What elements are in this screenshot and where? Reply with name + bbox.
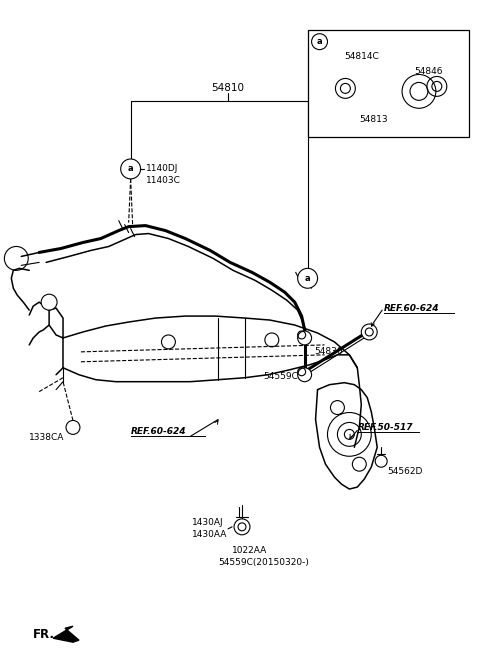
Text: 54813: 54813 [360,115,388,124]
Text: 54810: 54810 [212,83,245,93]
Polygon shape [53,626,79,642]
Text: a: a [317,37,323,46]
Circle shape [312,34,327,50]
Text: REF.50-517: REF.50-517 [357,423,413,432]
Text: 1430AJ: 1430AJ [192,518,224,528]
Circle shape [361,324,377,340]
Text: 1338CA: 1338CA [29,433,65,442]
Circle shape [298,368,312,382]
Circle shape [298,331,312,345]
Circle shape [66,420,80,434]
Text: 54814C: 54814C [344,52,379,61]
Circle shape [41,294,57,310]
Circle shape [375,455,387,467]
Text: FR.: FR. [33,627,55,641]
Bar [308,30,468,137]
Text: REF.60-624: REF.60-624 [131,427,186,436]
Text: 1022AA: 1022AA [232,546,267,555]
Circle shape [298,268,318,288]
Text: 54846: 54846 [414,67,443,76]
Text: 11403C: 11403C [145,176,180,185]
Text: 54562D: 54562D [387,466,422,476]
Text: 1430AA: 1430AA [192,530,228,539]
Circle shape [120,159,141,179]
Text: REF.60-624: REF.60-624 [384,304,440,313]
Text: 54559C: 54559C [263,372,298,381]
Text: 54830: 54830 [314,348,343,356]
Text: 1140DJ: 1140DJ [145,164,178,173]
Circle shape [234,519,250,535]
Text: a: a [128,164,133,173]
Text: 54559C(20150320-): 54559C(20150320-) [218,558,309,567]
Text: a: a [305,274,311,283]
